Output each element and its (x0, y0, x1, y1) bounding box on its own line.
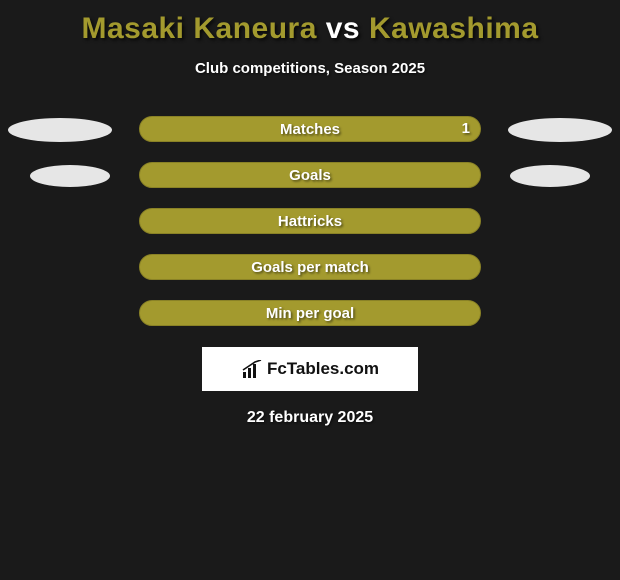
player1-name: Masaki Kaneura (81, 12, 316, 45)
page-title: Masaki Kaneura vs Kawashima (0, 0, 620, 46)
logo-content: FcTables.com (241, 359, 379, 379)
stat-bar: Min per goal (139, 300, 481, 326)
fctables-chart-icon (241, 360, 263, 378)
stat-label: Matches (280, 121, 340, 138)
stat-bar: Goals (139, 162, 481, 188)
comparison-infographic: Masaki Kaneura vs Kawashima Club competi… (0, 0, 620, 580)
stat-label: Goals (289, 167, 331, 184)
stat-bar: Hattricks (139, 208, 481, 234)
stat-right-value: 1 (462, 120, 470, 137)
date-text: 22 february 2025 (0, 409, 620, 427)
stat-label: Hattricks (278, 213, 342, 230)
subtitle: Club competitions, Season 2025 (0, 60, 620, 77)
vs-text: vs (326, 12, 360, 45)
stat-bar: Goals per match (139, 254, 481, 280)
stat-row-min-per-goal: Min per goal (0, 299, 620, 329)
stat-label: Min per goal (266, 305, 354, 322)
stat-row-goals-per-match: Goals per match (0, 253, 620, 283)
stat-row-hattricks: Hattricks (0, 207, 620, 237)
logo-text: FcTables.com (267, 359, 379, 379)
stat-row-matches: Matches 1 (0, 115, 620, 145)
right-ellipse-icon (510, 165, 590, 187)
stats-section: Matches 1 Goals Hattricks G (0, 115, 620, 329)
right-ellipse-icon (508, 118, 612, 142)
player2-name: Kawashima (369, 12, 539, 45)
left-ellipse-icon (8, 118, 112, 142)
stat-bar: Matches 1 (139, 116, 481, 142)
left-ellipse-icon (30, 165, 110, 187)
stat-row-goals: Goals (0, 161, 620, 191)
logo-box: FcTables.com (202, 347, 418, 391)
stat-label: Goals per match (251, 259, 369, 276)
